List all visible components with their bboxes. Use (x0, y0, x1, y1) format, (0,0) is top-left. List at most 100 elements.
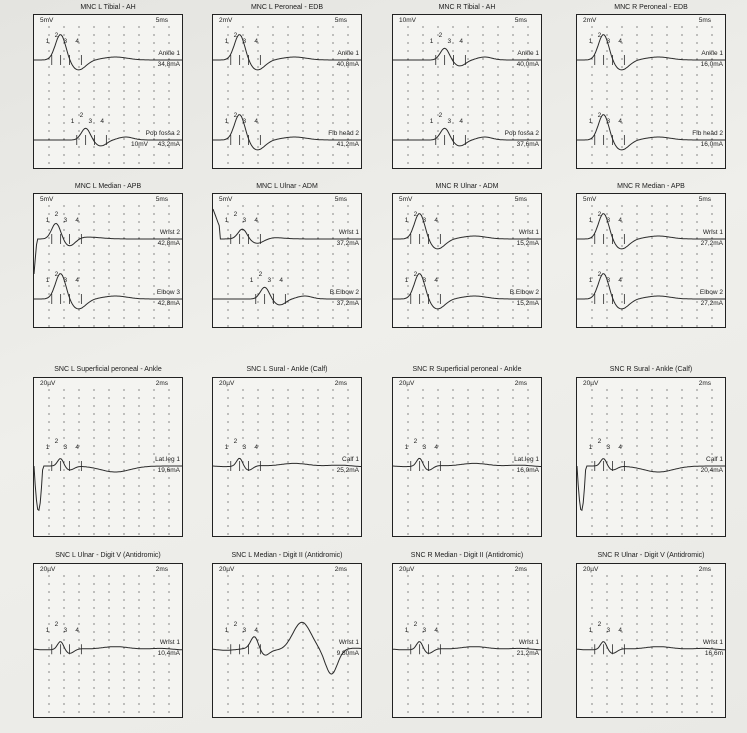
grid-dot (651, 42, 653, 44)
grid-dot (696, 285, 698, 287)
grid-dot (63, 82, 65, 84)
grid-dot (123, 671, 125, 673)
grid-dot (108, 253, 110, 255)
grid-dot (123, 154, 125, 156)
grid-dot (606, 130, 608, 132)
stim-site-label: Ankle 1 (158, 50, 180, 57)
stim-current-label: 42,8mA (157, 300, 180, 307)
waveform-panel: 20µV 2ms 1 2 3 4 Calf 1 20,4mA (576, 377, 726, 537)
grid-dot (467, 106, 469, 108)
grid-dot (78, 477, 80, 479)
grid-dot (138, 679, 140, 681)
grid-dot (636, 90, 638, 92)
grid-dot (497, 575, 499, 577)
grid-dot (302, 453, 304, 455)
grid-dot (606, 205, 608, 207)
grid-dot (452, 34, 454, 36)
grid-dot (606, 317, 608, 319)
grid-dot (332, 229, 334, 231)
grid-dot (347, 389, 349, 391)
waveform-panel: 5mV 5ms 1 2 3 4 Wrist 1 15,2mA 1 2 3 4 B.Elbow 2 15,2… (392, 193, 542, 328)
peak-label: 1 (45, 38, 50, 45)
grid-dot (48, 703, 50, 705)
time-scale: 5ms (155, 196, 168, 203)
grid-dot (696, 114, 698, 116)
grid-dot (621, 647, 623, 649)
grid-dot (512, 671, 514, 673)
grid-dot (302, 607, 304, 609)
grid-dot (168, 253, 170, 255)
peak-label: 3 (267, 277, 272, 284)
grid-dot (302, 445, 304, 447)
grid-dot (482, 154, 484, 156)
grid-dot (452, 639, 454, 641)
grid-dot (168, 445, 170, 447)
grid-dot (711, 655, 713, 657)
grid-dot (272, 213, 274, 215)
grid-dot (138, 501, 140, 503)
grid-dot (696, 607, 698, 609)
grid-dot (272, 146, 274, 148)
grid-dot (666, 229, 668, 231)
grid-dot (512, 655, 514, 657)
grid-dot (332, 607, 334, 609)
grid-dot (48, 469, 50, 471)
grid-dot (302, 130, 304, 132)
grid-dot (452, 533, 454, 535)
grid-dot (407, 285, 409, 287)
stim-site-label: Pop fossa 2 (145, 130, 180, 137)
grid-dot (467, 301, 469, 303)
grid-dot (711, 293, 713, 295)
grid-dot (651, 421, 653, 423)
grid-dot (168, 575, 170, 577)
grid-dot (651, 671, 653, 673)
grid-dot (302, 26, 304, 28)
grid-dot (711, 583, 713, 585)
grid-dot (422, 607, 424, 609)
grid-dot (407, 82, 409, 84)
grid-dot (621, 623, 623, 625)
grid-dot (407, 106, 409, 108)
grid-dot (512, 461, 514, 463)
grid-dot (138, 82, 140, 84)
grid-dot (332, 317, 334, 319)
grid-dot (347, 687, 349, 689)
grid-dot (227, 711, 229, 713)
grid-dot (666, 631, 668, 633)
grid-dot (681, 493, 683, 495)
grid-dot (347, 245, 349, 247)
grid-dot (452, 631, 454, 633)
grid-dot (711, 66, 713, 68)
grid-dot (347, 285, 349, 287)
grid-dot (317, 98, 319, 100)
peak-label: 1 (224, 444, 229, 451)
grid-dot (302, 517, 304, 519)
grid-dot (696, 421, 698, 423)
grid-dot (272, 453, 274, 455)
grid-dot (452, 655, 454, 657)
grid-dot (482, 229, 484, 231)
grid-dot (606, 663, 608, 665)
grid-dot (272, 106, 274, 108)
grid-dot (93, 58, 95, 60)
grid-dot (591, 114, 593, 116)
grid-dot (257, 34, 259, 36)
grid-dot (63, 687, 65, 689)
peak-label: 4 (434, 277, 438, 284)
peak-label: 4 (254, 444, 258, 451)
grid-dot (242, 663, 244, 665)
waveform-trace (34, 641, 182, 654)
peak-label: 1 (588, 118, 593, 125)
grid-dot (272, 74, 274, 76)
grid-dot (153, 663, 155, 665)
grid-dot (78, 98, 80, 100)
grid-dot (437, 98, 439, 100)
grid-dot (711, 453, 713, 455)
panel-title: MNC L Tibial - AH (80, 4, 136, 11)
grid-dot (153, 122, 155, 124)
grid-dot (227, 453, 229, 455)
grid-dot (347, 493, 349, 495)
grid-dot (332, 261, 334, 263)
grid-dot (257, 461, 259, 463)
grid-dot (168, 663, 170, 665)
